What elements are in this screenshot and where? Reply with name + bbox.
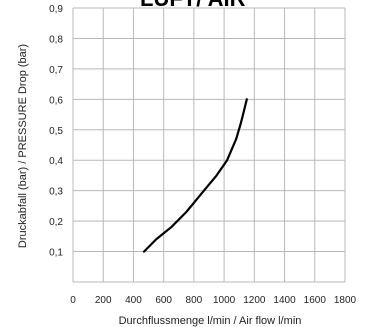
y-tick-label: 0,4: [49, 156, 63, 167]
x-tick-label: 1800: [334, 295, 357, 306]
x-tick-label: 0: [70, 295, 76, 306]
pressure-drop-curve: [142, 98, 248, 253]
x-tick-label: 1600: [304, 295, 327, 306]
x-axis-title: Durchflussmenge l/min / Air flow l/min: [119, 315, 302, 327]
y-axis-title: Druckabfall (bar) / PRESSURE Drop (bar): [17, 44, 29, 248]
y-tick-label: 0,9: [49, 4, 63, 15]
y-tick-label: 0,3: [49, 187, 63, 198]
x-tick-label: 1200: [243, 295, 266, 306]
y-tick-label: 0,2: [49, 217, 63, 228]
grid: [72, 7, 346, 283]
y-tick-label: 0,6: [49, 95, 63, 106]
y-tick-label: 0,7: [49, 65, 63, 76]
x-tick-label: 400: [125, 295, 142, 306]
y-tick-label: 0,8: [49, 34, 63, 45]
x-tick-label: 600: [155, 295, 172, 306]
y-tick-label: 0,1: [49, 248, 63, 259]
x-tick-label: 1000: [213, 295, 236, 306]
x-tick-label: 1400: [273, 295, 296, 306]
series-layer: [142, 98, 248, 253]
y-tick-label: 0,5: [49, 126, 63, 137]
x-tick-label: 800: [186, 295, 203, 306]
x-tick-label: 200: [95, 295, 112, 306]
chart-title-fragment: LUFT/ AIR: [140, 0, 246, 11]
tick-labels: 0 200 400 600 800 1000 1200 1400 1600 1800 0,1 0,2 0…: [49, 4, 356, 306]
